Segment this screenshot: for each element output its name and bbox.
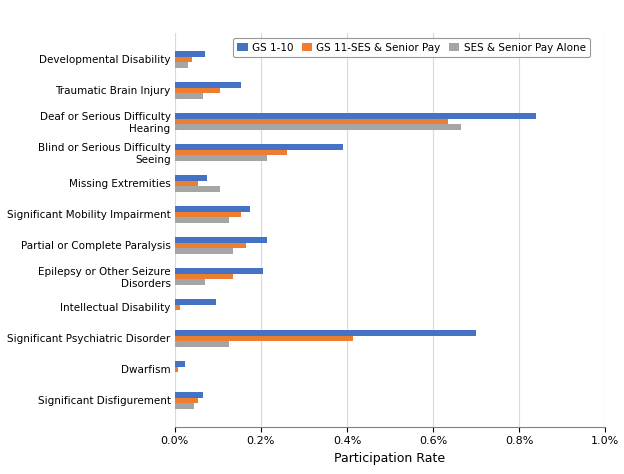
Bar	[175, 51, 205, 56]
Bar	[175, 206, 250, 211]
Bar	[175, 403, 194, 409]
Bar	[175, 268, 263, 273]
Bar	[175, 237, 267, 243]
Bar	[175, 186, 220, 192]
Bar	[175, 248, 233, 254]
Bar	[175, 82, 241, 88]
Bar	[175, 299, 216, 305]
Bar	[175, 341, 228, 347]
Bar	[175, 392, 203, 398]
Bar	[175, 150, 286, 155]
Bar	[175, 217, 228, 223]
Bar	[175, 181, 198, 186]
Bar	[175, 93, 203, 99]
Bar	[175, 144, 343, 150]
Bar	[175, 175, 207, 181]
Bar	[175, 330, 476, 336]
Bar	[175, 118, 448, 124]
Bar	[175, 273, 233, 279]
Bar	[175, 243, 246, 248]
Bar	[175, 124, 461, 130]
X-axis label: Participation Rate: Participation Rate	[334, 452, 446, 465]
Bar	[175, 62, 188, 68]
Bar	[175, 211, 241, 217]
Bar	[175, 113, 537, 118]
Bar	[175, 361, 185, 366]
Bar	[175, 336, 353, 341]
Bar	[175, 279, 205, 285]
Bar	[175, 88, 220, 93]
Bar	[175, 305, 180, 310]
Bar	[175, 56, 192, 62]
Legend: GS 1-10, GS 11-SES & Senior Pay, SES & Senior Pay Alone: GS 1-10, GS 11-SES & Senior Pay, SES & S…	[233, 38, 590, 57]
Bar	[175, 155, 267, 161]
Bar	[175, 366, 178, 372]
Bar	[175, 398, 198, 403]
